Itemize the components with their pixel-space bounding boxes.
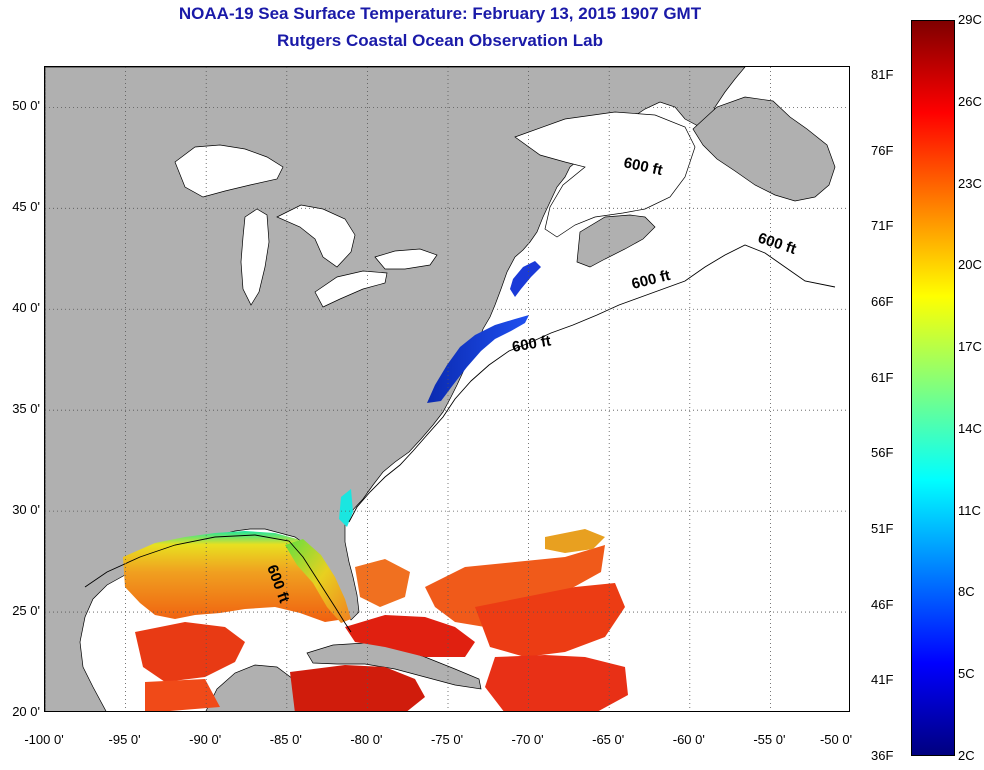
latitude-tick-label: 25 0'	[12, 603, 40, 619]
longitude-tick-label: -80 0'	[350, 732, 383, 747]
fahrenheit-label: 46F	[871, 596, 894, 612]
contour-label: 600 ft	[511, 332, 553, 356]
celsius-label: 20C	[958, 257, 982, 273]
celsius-label: 8C	[958, 584, 975, 600]
sst-warm-patches	[135, 529, 628, 711]
map-subtitle: Rutgers Coastal Ocean Observation Lab	[277, 31, 603, 50]
fahrenheit-label: 51F	[871, 521, 894, 536]
land-yucatan	[205, 664, 304, 711]
land-nova-scotia	[576, 214, 656, 268]
celsius-label: 29C	[958, 12, 982, 27]
map-title: NOAA-19 Sea Surface Temperature: Februar…	[178, 4, 702, 23]
longitude-tick-label: -65 0'	[592, 732, 625, 747]
longitude-tick-label: -95 0'	[108, 732, 141, 747]
contour-label: 600 ft	[756, 230, 799, 258]
fahrenheit-label: 71F	[871, 218, 894, 234]
latitude-tick-label: 35 0'	[12, 401, 40, 417]
latitude-tick-label: 40 0'	[12, 300, 40, 316]
longitude-tick-label: -85 0'	[269, 732, 302, 747]
longitude-tick-label: -90 0'	[189, 732, 222, 747]
celsius-label: 17C	[958, 339, 982, 355]
contour-label: 600 ft	[630, 267, 672, 293]
celsius-label: 26C	[958, 93, 982, 109]
sst-cold-shelf	[339, 261, 541, 527]
land-newfoundland	[692, 96, 836, 202]
fahrenheit-label: 56F	[871, 445, 894, 461]
great-lakes	[174, 144, 438, 308]
longitude-tick-label: -75 0'	[430, 732, 464, 747]
celsius-label: 14C	[958, 420, 982, 436]
fahrenheit-label: 41F	[871, 672, 894, 688]
longitude-tick-label: -55 0'	[753, 732, 786, 747]
latitude-tick-label: 50 0'	[12, 98, 40, 114]
sst-gulf-of-mexico	[123, 531, 345, 622]
fahrenheit-label: 76F	[871, 142, 894, 158]
longitude-tick-label: -60 0'	[672, 732, 705, 747]
fahrenheit-label: 66F	[871, 294, 894, 309]
sst-map-canvas: 600 ft 600 ft 600 ft 600 ft 600 ft	[45, 67, 849, 711]
celsius-label: 11C	[958, 502, 981, 518]
longitude-tick-label: -100 0'	[24, 732, 64, 747]
celsius-label: 5C	[958, 666, 975, 682]
longitude-tick-label: -50 0'	[819, 732, 853, 747]
longitude-tick-label: -70 0'	[511, 732, 544, 747]
celsius-label: 23C	[958, 175, 982, 191]
sst-map: 600 ft 600 ft 600 ft 600 ft 600 ft	[44, 66, 850, 712]
color-scale-bar	[911, 20, 955, 756]
depth-contour-600ft	[84, 244, 836, 633]
latitude-tick-label: 30 0'	[12, 502, 40, 518]
latitude-tick-label: 45 0'	[12, 199, 40, 215]
latitude-tick-label: 20 0'	[12, 704, 40, 719]
fahrenheit-label: 81F	[871, 67, 894, 82]
fahrenheit-label: 61F	[871, 369, 894, 385]
fahrenheit-label: 36F	[871, 748, 894, 763]
celsius-label: 2C	[958, 748, 975, 763]
